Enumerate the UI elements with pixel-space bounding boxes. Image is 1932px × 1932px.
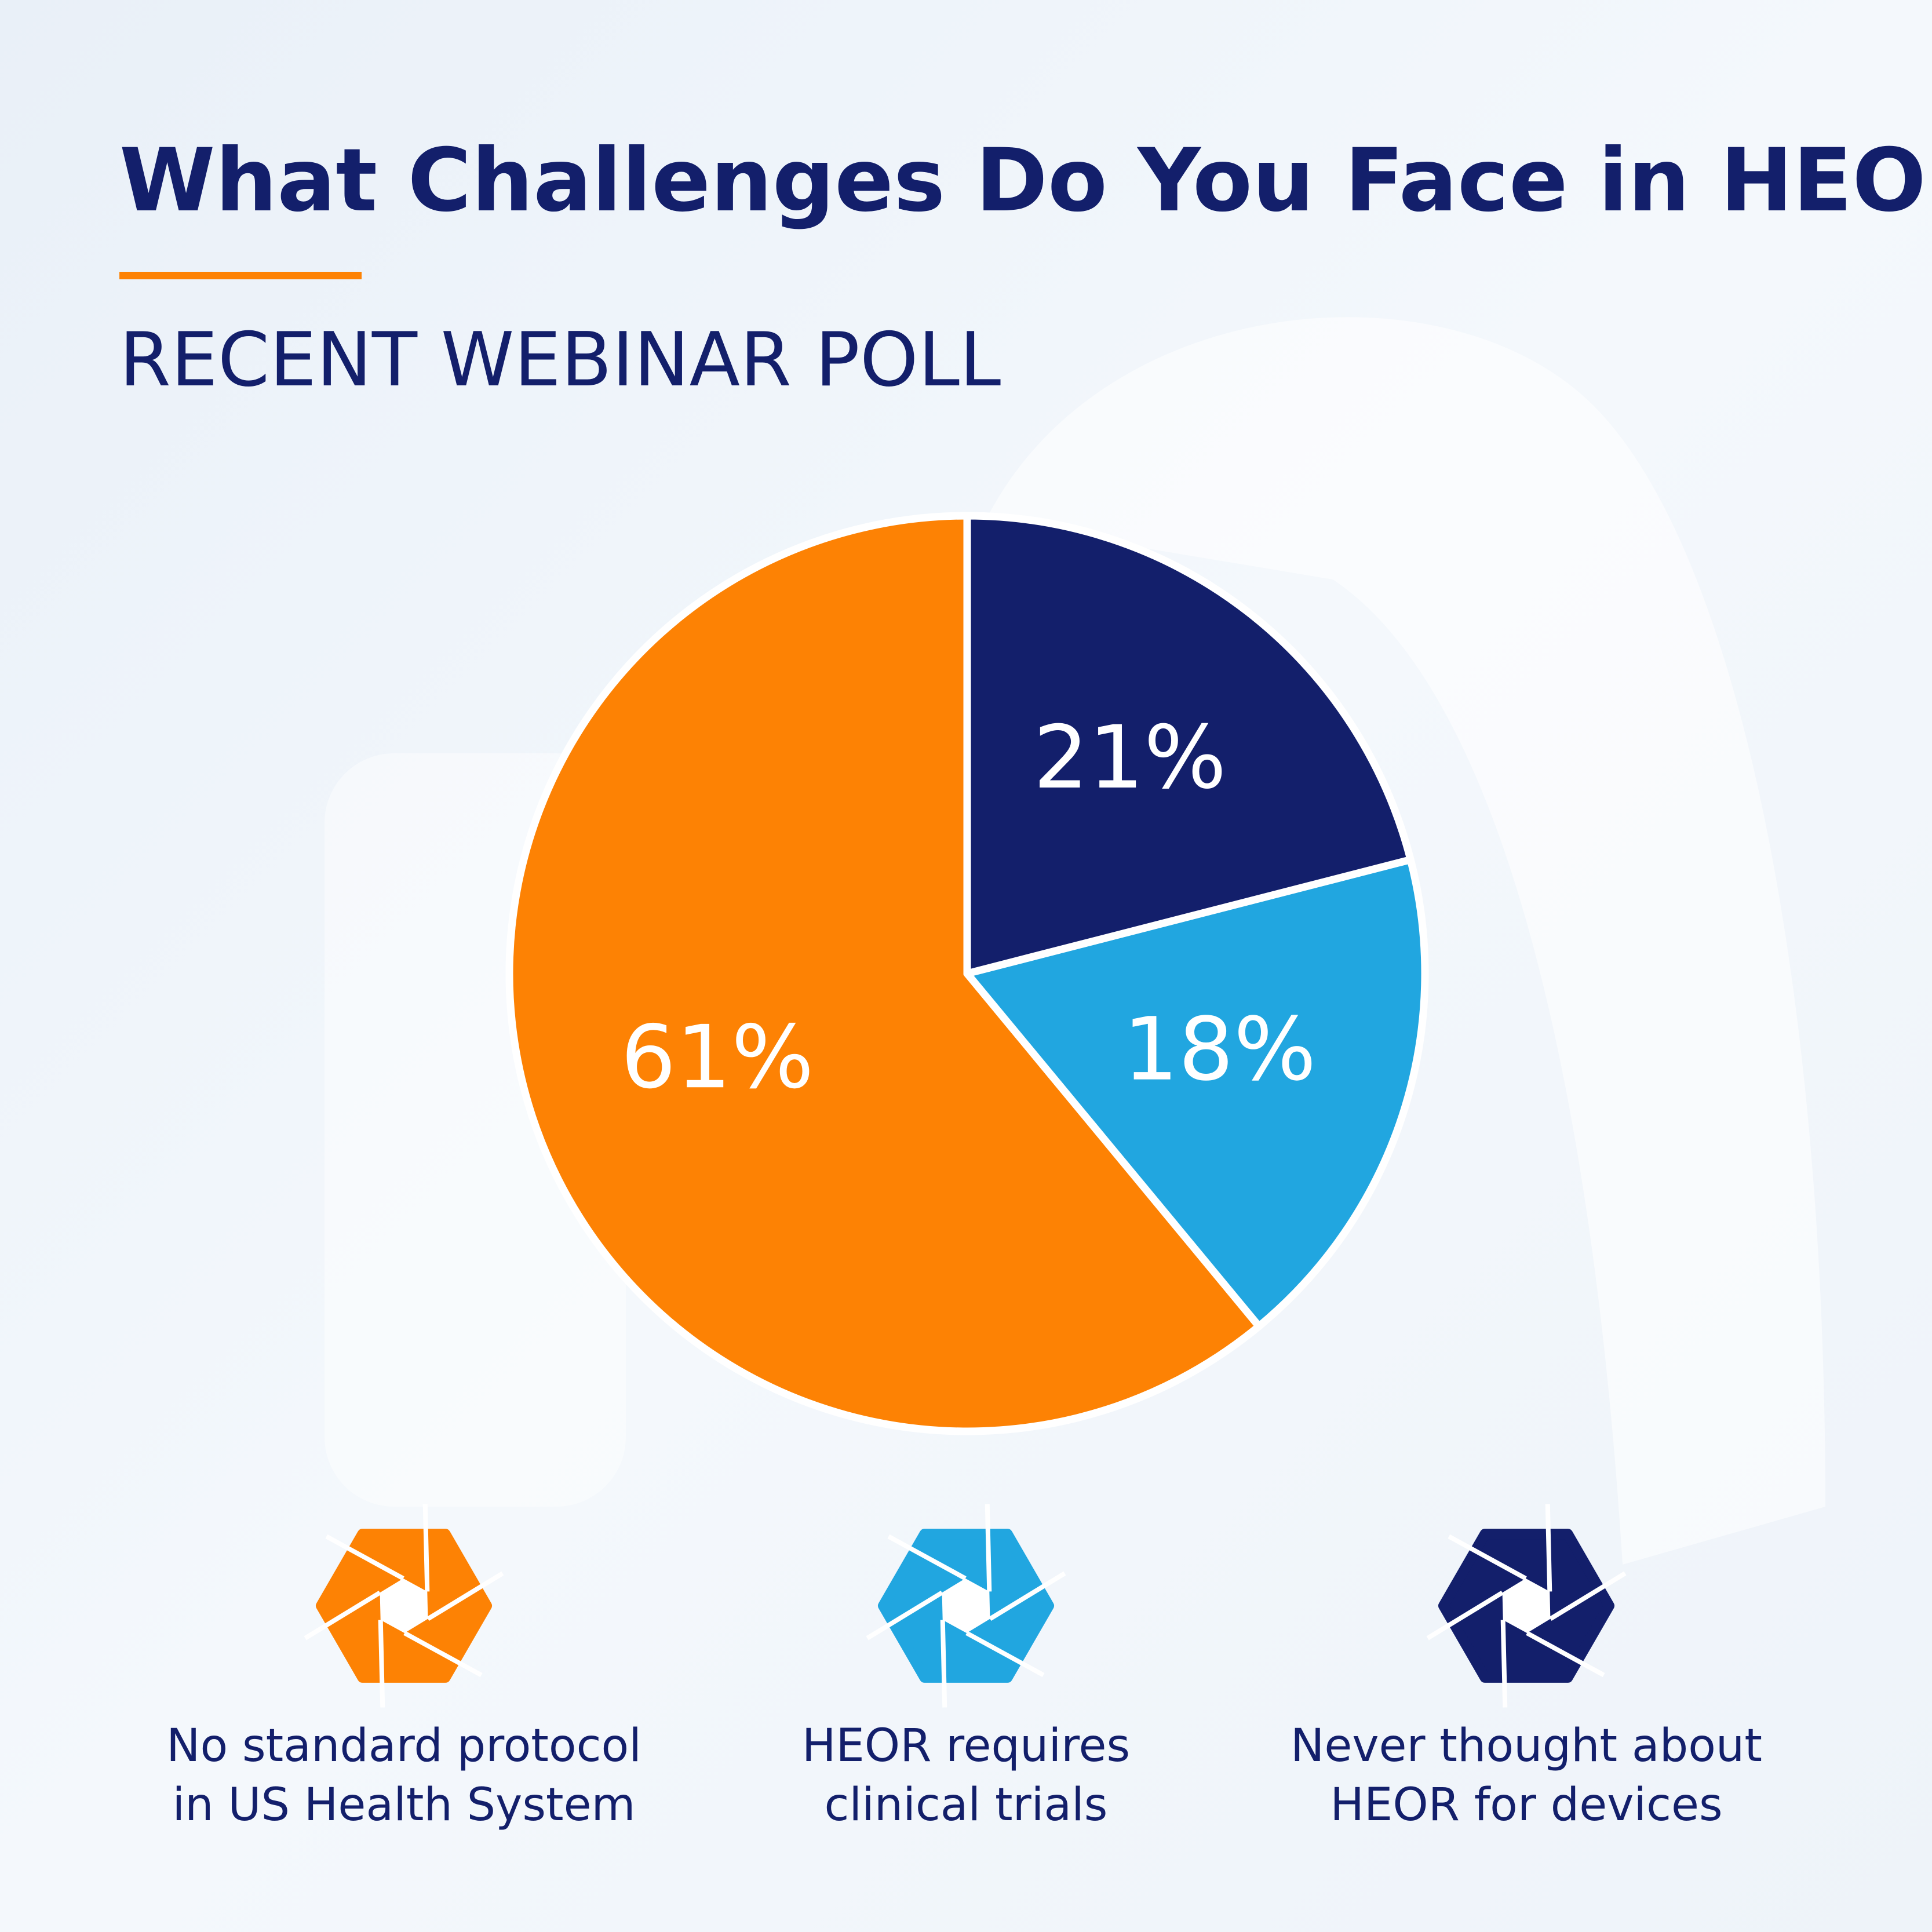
shutter-blade xyxy=(1549,1571,1627,1621)
shutter-blade xyxy=(1526,1631,1605,1678)
shutter-blade xyxy=(378,1620,385,1708)
shutter-blade xyxy=(1545,1504,1552,1592)
shutter-blade xyxy=(965,1631,1045,1678)
shutter-blade xyxy=(887,1534,967,1581)
shutter-blade xyxy=(403,1631,483,1678)
chart-title: What Challenges Do You Face in HEOR? xyxy=(119,130,1932,231)
shutter-blade xyxy=(866,1590,943,1641)
shutter-aperture xyxy=(380,1578,428,1634)
pie-slice xyxy=(963,856,1429,1330)
shutter-blade xyxy=(985,1504,992,1592)
pie: 61% 18% 21% xyxy=(505,512,1429,1435)
legend-label: Never thought about HEOR for devices xyxy=(1291,1720,1762,1831)
shutter-blade xyxy=(325,1534,404,1581)
legend-label: HEOR requires clinical trials xyxy=(801,1720,1131,1831)
shutter-blade xyxy=(427,1571,504,1621)
legend-icon xyxy=(304,1504,504,1708)
chart-subtitle: RECENT WEBINAR POLL xyxy=(119,317,1001,403)
pie-slice xyxy=(505,512,1263,1435)
shutter-blade xyxy=(304,1590,381,1641)
background-shape xyxy=(985,317,1825,1565)
shutter-blade xyxy=(940,1620,947,1708)
legend-label: No standard protocol in US Health System xyxy=(166,1720,641,1831)
legend-icon xyxy=(1426,1504,1627,1708)
shutter-blade xyxy=(1426,1590,1504,1641)
shutter-blade xyxy=(422,1504,430,1592)
legend xyxy=(304,1504,1627,1708)
slice-label: 18% xyxy=(1123,1000,1316,1100)
shutter-blade xyxy=(989,1571,1066,1621)
shutter-aperture xyxy=(1502,1578,1551,1634)
title-rule xyxy=(119,272,362,279)
shutter-blade xyxy=(1448,1534,1527,1581)
shutter-aperture xyxy=(942,1578,990,1634)
legend-icon xyxy=(866,1504,1066,1708)
slice-label: 21% xyxy=(1033,708,1226,808)
pie-slice xyxy=(963,512,1415,978)
shutter-blade xyxy=(1500,1620,1508,1708)
slice-label: 61% xyxy=(621,1007,814,1108)
